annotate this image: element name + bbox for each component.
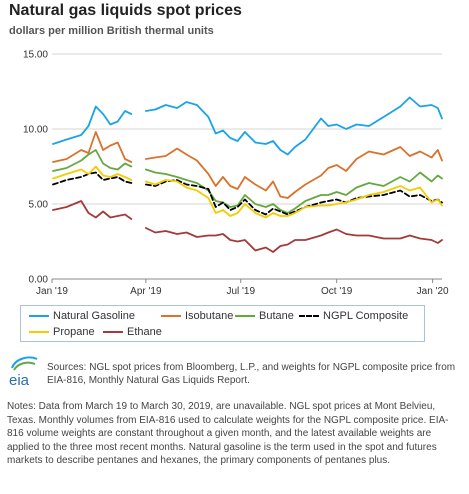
- legend-label: Isobutane: [185, 310, 234, 322]
- y-tick-label: 0.00: [29, 275, 49, 286]
- legend-label: Propane: [53, 326, 95, 338]
- legend-label: Ethane: [127, 326, 162, 338]
- legend-label: NGPL Composite: [323, 310, 409, 322]
- x-tick-label: Oct '19: [321, 286, 353, 297]
- eia-logo-text: eia: [9, 372, 30, 389]
- legend-item-natural-gasoline: Natural Gasoline: [29, 310, 135, 322]
- x-tick-label: Apr '19: [130, 286, 162, 297]
- legend-item-butane: Butane: [235, 310, 294, 322]
- legend-item-isobutane: Isobutane: [161, 310, 233, 322]
- legend-label: Natural Gasoline: [53, 310, 135, 322]
- legend-swatch: [103, 331, 123, 333]
- chart-legend: Natural Gasoline Isobutane Butane NGPL C…: [20, 305, 425, 342]
- chart-sources: Sources: NGL spot prices from Bloomberg,…: [47, 362, 456, 386]
- line-chart: 0.00 5.00 10.00 15.00 Jan '19 Apr '19 Jul '19 O…: [23, 50, 449, 298]
- eia-logo-icon: eia: [9, 356, 38, 389]
- series-line-propane: [52, 165, 133, 181]
- legend-item-ethane: Ethane: [103, 326, 162, 338]
- legend-swatch: [235, 315, 255, 317]
- series-line-natural-gasoline: [145, 96, 443, 156]
- series-line-ngpl-composite: [145, 179, 443, 216]
- series-line-ethane: [52, 200, 133, 220]
- legend-swatch: [29, 315, 49, 317]
- legend-swatch: [299, 315, 319, 317]
- legend-label: Butane: [259, 310, 294, 322]
- series-line-ngpl-composite: [52, 171, 133, 186]
- y-tick-label: 15.00: [23, 50, 48, 61]
- series-line-butane: [145, 168, 443, 214]
- x-tick-label: Jan '20: [417, 286, 449, 297]
- chart-title: Natural gas liquids spot prices: [9, 2, 242, 19]
- y-tick-label: 10.00: [23, 125, 48, 136]
- legend-swatch: [161, 315, 181, 317]
- series-line-isobutane: [145, 146, 443, 199]
- axes: 0.00 5.00 10.00 15.00 Jan '19 Apr '19 Jul '19 O…: [23, 50, 449, 298]
- series-line-natural-gasoline: [52, 105, 133, 145]
- x-tick-label: Jan '19: [36, 286, 68, 297]
- legend-item-ngpl-composite: NGPL Composite: [299, 310, 408, 322]
- x-tick-label: Jul '19: [226, 286, 255, 297]
- series-line-propane: [145, 179, 443, 219]
- legend-swatch: [29, 331, 49, 333]
- chart-notes: Notes: Data from March 19 to March 30, 2…: [7, 401, 449, 466]
- series-line-butane: [52, 149, 133, 172]
- y-tick-label: 5.00: [29, 200, 49, 211]
- series-line-ethane: [145, 227, 443, 253]
- series-line-isobutane: [52, 131, 133, 163]
- chart-subtitle: dollars per million British thermal unit…: [9, 25, 214, 37]
- series-lines: [52, 96, 443, 253]
- legend-item-propane: Propane: [29, 326, 95, 338]
- gridlines: [52, 53, 442, 280]
